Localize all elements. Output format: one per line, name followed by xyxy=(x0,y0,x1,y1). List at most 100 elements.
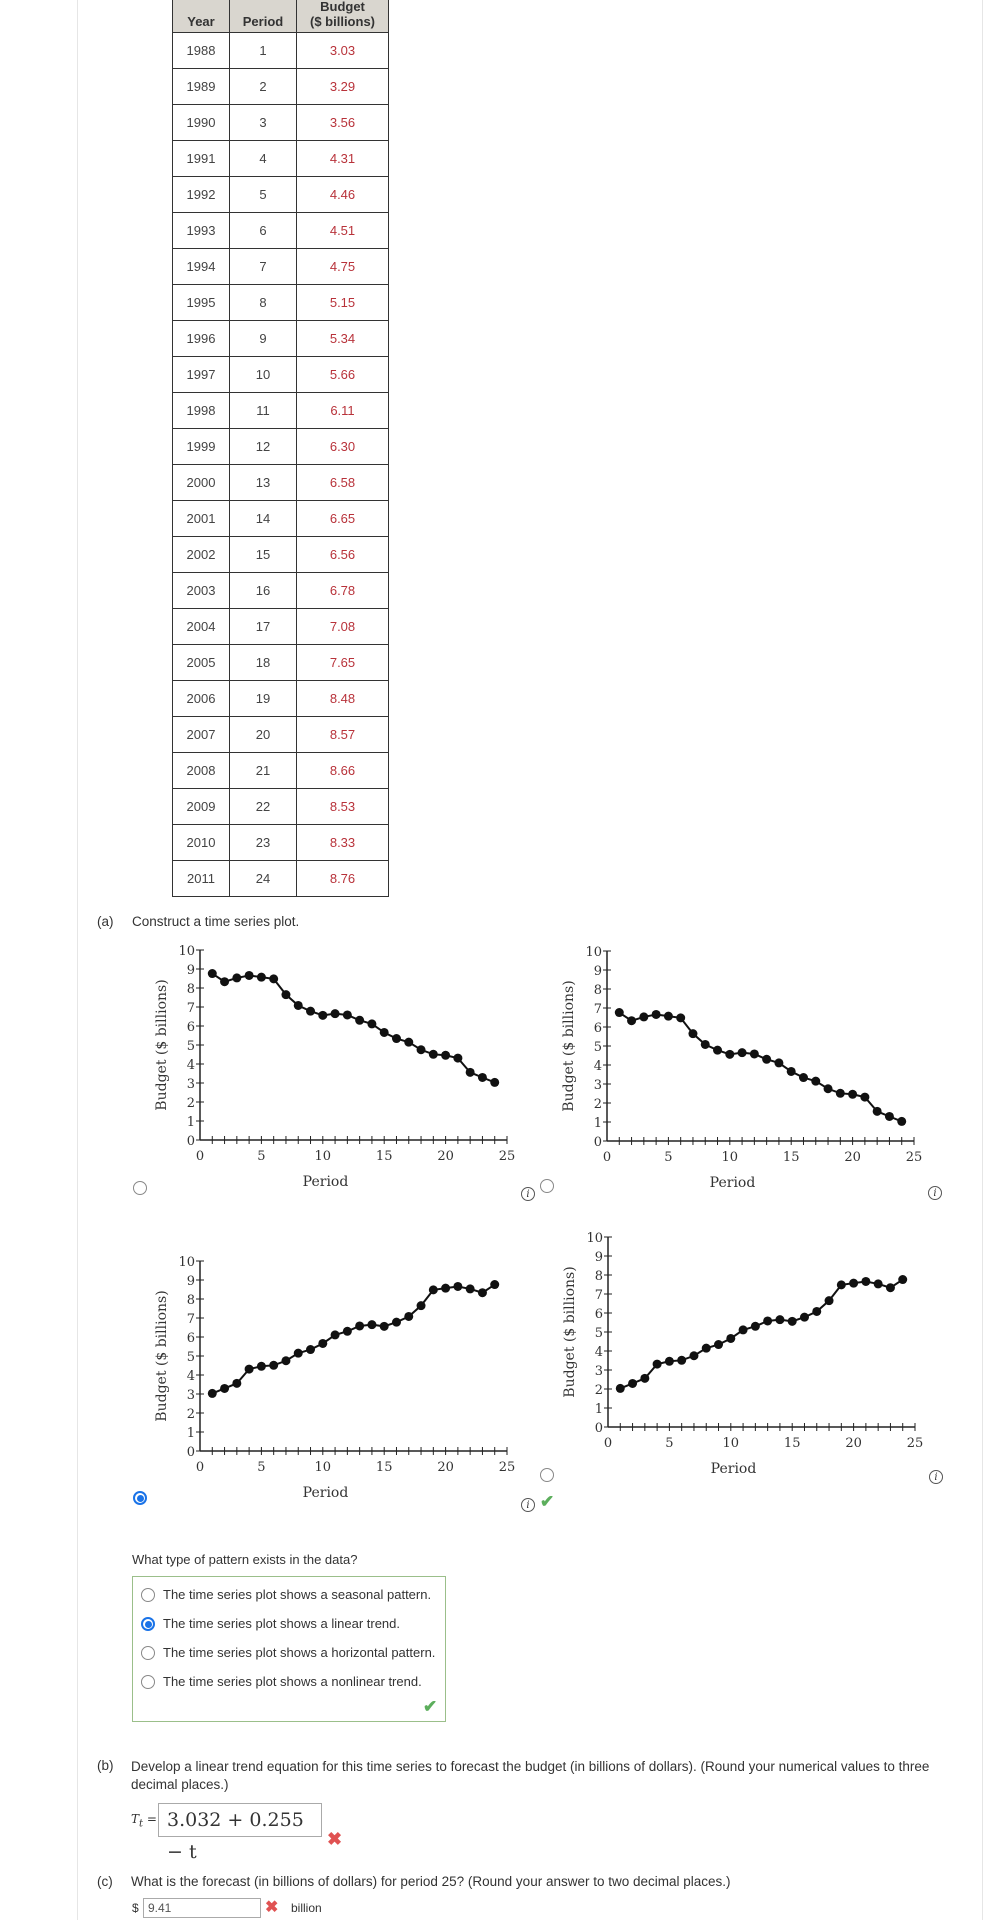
plot-option-2-radio[interactable] xyxy=(540,1179,554,1193)
data-point xyxy=(207,969,217,979)
data-point xyxy=(640,1373,650,1383)
data-point xyxy=(812,1306,822,1316)
cell-period: 11 xyxy=(229,392,297,429)
cell-period: 20 xyxy=(229,716,297,753)
cell-budget: 5.66 xyxy=(296,356,389,393)
table-row: 2011 24 8.76 xyxy=(172,860,389,897)
cell-year: 2001 xyxy=(172,500,230,537)
data-point xyxy=(700,1039,710,1049)
incorrect-x-icon: ✖ xyxy=(265,1899,279,1916)
info-icon[interactable]: i xyxy=(521,1498,535,1512)
series-line xyxy=(211,972,496,1084)
eq-equals: = xyxy=(146,1812,157,1826)
y-tick-label: 3 xyxy=(594,1078,602,1093)
radio-selected[interactable] xyxy=(141,1616,155,1631)
data-point xyxy=(676,1013,686,1023)
radio[interactable] xyxy=(141,1645,155,1660)
data-point xyxy=(207,1388,217,1398)
data-point xyxy=(737,1048,747,1058)
data-point xyxy=(848,1089,858,1099)
table-row: 1988 1 3.03 xyxy=(172,32,389,69)
billion-suffix: billion xyxy=(291,1901,322,1915)
plot-option-3-radio[interactable] xyxy=(133,1491,147,1505)
y-axis-label: Budget ($ billions) xyxy=(154,979,170,1110)
cell-budget: 6.11 xyxy=(296,392,389,429)
option-label: The time series plot shows a linear tren… xyxy=(163,1616,400,1631)
plot-option-3: 0 1 2 3 4 5 6 7 8 9 10 0 5 10 15 20 25 Budget ($ billions… xyxy=(154,1255,516,1501)
cell-year: 1997 xyxy=(172,356,230,393)
y-tick-label: 8 xyxy=(187,1293,195,1308)
cell-budget: 6.65 xyxy=(296,500,389,537)
header-budget-line1: Budget xyxy=(320,0,365,14)
part-c-label: (c) xyxy=(97,1874,113,1889)
x-tick-label: 25 xyxy=(499,1460,516,1475)
cell-period: 13 xyxy=(229,464,297,501)
data-point xyxy=(898,1275,908,1285)
data-point xyxy=(738,1325,748,1335)
y-tick-label: 3 xyxy=(595,1364,603,1379)
data-point xyxy=(750,1321,760,1331)
cell-budget: 8.57 xyxy=(296,716,389,753)
budget-data-table: Year Period Budget ($ billions) 1988 1 3.03… xyxy=(172,0,389,897)
data-point xyxy=(490,1280,500,1290)
table-row: 2008 21 8.66 xyxy=(172,752,389,789)
y-tick-label: 4 xyxy=(187,1369,195,1384)
trend-equation-label: Tt = xyxy=(131,1812,157,1829)
cell-period: 12 xyxy=(229,428,297,465)
data-point xyxy=(342,1010,352,1020)
x-tick-label: 0 xyxy=(604,1436,612,1451)
pattern-option-linear[interactable]: The time series plot shows a linear tren… xyxy=(141,1616,400,1631)
plot-option-1-radio[interactable] xyxy=(133,1181,147,1195)
plot-option-4: 0 1 2 3 4 5 6 7 8 9 10 0 5 10 15 20 25 Budget ($ billions… xyxy=(562,1231,923,1477)
table-row: 2002 15 6.56 xyxy=(172,536,389,573)
cell-year: 1998 xyxy=(172,392,230,429)
cell-budget: 6.58 xyxy=(296,464,389,501)
data-point xyxy=(293,1000,303,1010)
y-tick-label: 0 xyxy=(594,1135,602,1150)
radio[interactable] xyxy=(141,1587,155,1602)
data-point xyxy=(873,1279,883,1289)
x-tick-label: 10 xyxy=(315,1460,332,1475)
data-point xyxy=(861,1276,871,1286)
data-point xyxy=(786,1066,796,1076)
y-tick-label: 4 xyxy=(187,1058,195,1073)
forecast-input[interactable]: 9.41 xyxy=(143,1898,261,1918)
info-icon[interactable]: i xyxy=(928,1186,942,1200)
y-tick-label: 9 xyxy=(594,964,602,979)
y-axis-label: Budget ($ billions) xyxy=(561,980,577,1111)
pattern-option-horizontal[interactable]: The time series plot shows a horizontal … xyxy=(141,1645,435,1660)
plot-option-4-radio[interactable] xyxy=(540,1468,554,1482)
cell-year: 1989 xyxy=(172,68,230,105)
cell-period: 24 xyxy=(229,860,297,897)
data-point xyxy=(823,1084,833,1094)
cell-period: 3 xyxy=(229,104,297,141)
radio[interactable] xyxy=(141,1674,155,1689)
header-year: Year xyxy=(172,0,230,33)
y-tick-label: 8 xyxy=(594,983,602,998)
table-row: 2005 18 7.65 xyxy=(172,644,389,681)
pattern-option-nonlinear[interactable]: The time series plot shows a nonlinear t… xyxy=(141,1674,422,1689)
data-point xyxy=(330,1330,340,1340)
data-point xyxy=(355,1015,365,1025)
cell-budget: 3.03 xyxy=(296,32,389,69)
table-row: 1994 7 4.75 xyxy=(172,248,389,285)
trend-equation-input[interactable]: 3.032 + 0.255 − t xyxy=(158,1803,322,1863)
data-point xyxy=(872,1106,882,1116)
y-tick-label: 4 xyxy=(595,1345,603,1360)
x-axis-label: Period xyxy=(711,1461,757,1477)
info-icon[interactable]: i xyxy=(929,1470,943,1484)
info-icon[interactable]: i xyxy=(521,1187,535,1201)
y-tick-label: 2 xyxy=(187,1096,195,1111)
cell-year: 2003 xyxy=(172,572,230,609)
cell-year: 2008 xyxy=(172,752,230,789)
option-label: The time series plot shows a seasonal pa… xyxy=(163,1587,432,1602)
data-point xyxy=(701,1343,711,1353)
table-row: 1993 6 4.51 xyxy=(172,212,389,249)
y-tick-label: 5 xyxy=(187,1039,195,1054)
x-tick-label: 25 xyxy=(906,1150,923,1165)
data-point xyxy=(404,1311,414,1321)
data-point xyxy=(232,973,242,983)
pattern-option-seasonal[interactable]: The time series plot shows a seasonal pa… xyxy=(141,1587,431,1602)
cell-budget: 8.66 xyxy=(296,752,389,789)
header-budget-line2: ($ billions) xyxy=(310,14,375,29)
